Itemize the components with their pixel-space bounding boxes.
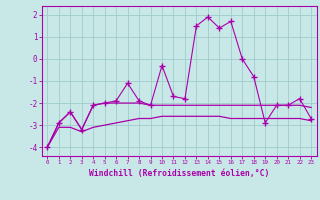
X-axis label: Windchill (Refroidissement éolien,°C): Windchill (Refroidissement éolien,°C) [89,169,269,178]
